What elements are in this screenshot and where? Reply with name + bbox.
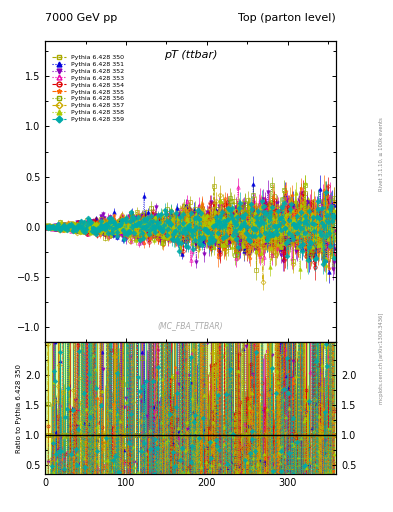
Text: Rivet 3.1.10, ≥ 100k events: Rivet 3.1.10, ≥ 100k events bbox=[379, 117, 384, 190]
Legend: Pythia 6.428 350, Pythia 6.428 351, Pythia 6.428 352, Pythia 6.428 353, Pythia 6: Pythia 6.428 350, Pythia 6.428 351, Pyth… bbox=[51, 53, 126, 123]
Y-axis label: Ratio to Pythia 6.428 350: Ratio to Pythia 6.428 350 bbox=[16, 364, 22, 453]
Text: Top (parton level): Top (parton level) bbox=[238, 13, 336, 23]
Bar bbox=[45, 423, 336, 447]
Bar bbox=[45, 343, 336, 474]
Text: pT (ttbar): pT (ttbar) bbox=[164, 50, 217, 60]
Text: (MC_FBA_TTBAR): (MC_FBA_TTBAR) bbox=[158, 322, 223, 330]
Text: 7000 GeV pp: 7000 GeV pp bbox=[45, 13, 118, 23]
Text: mcplots.cern.ch [arXiv:1306.3436]: mcplots.cern.ch [arXiv:1306.3436] bbox=[379, 313, 384, 404]
